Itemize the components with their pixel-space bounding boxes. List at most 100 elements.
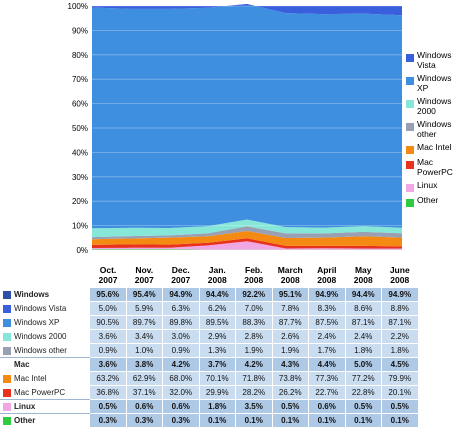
table-cell: 0.5% <box>381 399 419 414</box>
table-cell: 0.3% <box>126 413 163 428</box>
table-cell: 89.8% <box>162 315 200 330</box>
x-tick-label: Dec. 2007 <box>171 265 191 285</box>
table-cell: 2.9% <box>199 329 236 344</box>
table-cell: 87.1% <box>381 315 419 330</box>
table-cell: 87.7% <box>272 315 309 330</box>
legend-swatch <box>406 161 414 169</box>
legend-item: Linux <box>406 180 460 192</box>
table-row: Windows other 0.9% 1.0% 0.9% 1.3% 1.9% 1.9% 1.7… <box>0 343 419 358</box>
legend-item: Windows other <box>406 119 460 139</box>
table-cell: 87.1% <box>345 315 382 330</box>
table-cell: 90.5% <box>90 315 127 330</box>
table-row: Windows XP 90.5% 89.7% 89.8% 89.5% 88.3% 87.7%… <box>0 315 419 330</box>
table-cell: 95.1% <box>272 288 309 302</box>
table-cell: 1.0% <box>126 343 163 358</box>
area-series-mac-powerpc <box>92 238 402 249</box>
table-row: Mac Intel 63.2% 62.9% 68.0% 70.1% 71.8% 73.8% 7… <box>0 371 419 386</box>
table-cell: 4.4% <box>308 357 346 372</box>
table-cell: 22.8% <box>345 385 382 400</box>
legend-item: Windows XP <box>406 73 460 93</box>
table-cell: 70.1% <box>199 371 236 386</box>
table-cell: 2.4% <box>308 329 346 344</box>
table-cell: 71.8% <box>235 371 273 386</box>
area-series-windows-2000 <box>92 219 402 238</box>
table-cell: 0.1% <box>199 413 236 428</box>
table-cell: 2.2% <box>381 329 419 344</box>
x-tick-label: Nov. 2007 <box>134 265 154 285</box>
row-label: Windows 2000 <box>0 329 90 344</box>
row-label: Other <box>0 413 90 428</box>
legend-label: Windows other <box>417 119 452 139</box>
table-cell: 63.2% <box>90 371 127 386</box>
data-table: Oct. 2007 Nov. 2007 Dec. 2007 Jan. 2008 Feb. 2008… <box>0 262 419 428</box>
row-swatch <box>3 388 11 397</box>
area-series-windows-other <box>92 226 402 240</box>
legend-label: Windows 2000 <box>417 96 452 116</box>
y-tick-label: 0% <box>76 246 88 255</box>
table-cell: 7.8% <box>272 301 309 316</box>
table-cell: 94.9% <box>381 288 419 302</box>
legend-label: Other <box>417 195 439 205</box>
y-tick-label: 40% <box>72 148 88 157</box>
table-row: Windows Vista 5.0% 5.9% 6.3% 6.2% 7.0% 7.8% 8.3… <box>0 301 419 316</box>
row-swatch <box>3 332 11 341</box>
stacked-area-chart: 0% 10% 20% 30% 40% 50% 60% 70% 80% 90% 100% Window… <box>68 2 460 255</box>
row-swatch <box>3 318 11 327</box>
legend-swatch <box>406 100 414 108</box>
table-cell: 5.9% <box>126 301 163 316</box>
table-cell: 20.1% <box>381 385 419 400</box>
legend-swatch <box>406 199 414 207</box>
row-swatch <box>3 346 11 355</box>
table-cell: 3.6% <box>90 329 127 344</box>
table-cell: 8.3% <box>308 301 346 316</box>
legend-item: Mac Intel <box>406 142 460 154</box>
table-row: Linux 0.5% 0.6% 0.6% 1.8% 3.5% 0.5% 0.6% 0.5% 0.5… <box>0 399 419 414</box>
table-cell: 3.8% <box>126 357 163 372</box>
table-cell: 3.5% <box>235 399 273 414</box>
table-row: Other 0.3% 0.3% 0.3% 0.1% 0.1% 0.1% 0.1% 0.1% 0.1… <box>0 413 419 428</box>
table-row: Mac 3.6% 3.8% 4.2% 3.7% 4.2% 4.3% 4.4% 5.0% 4.5% <box>0 357 419 372</box>
table-cell: 89.5% <box>199 315 236 330</box>
area-series-other <box>92 249 402 250</box>
table-header-row: Oct. 2007 Nov. 2007 Dec. 2007 Jan. 2008 Feb. 2008… <box>0 262 418 288</box>
table-cell: 0.9% <box>90 343 127 358</box>
x-tick-label: June 2008 <box>389 265 410 285</box>
x-tick-label: May 2008 <box>353 265 373 285</box>
table-cell: 6.2% <box>199 301 236 316</box>
table-cell: 1.8% <box>381 343 419 358</box>
legend-label: Mac Intel <box>417 142 452 152</box>
table-cell: 2.6% <box>272 329 309 344</box>
table-cell: 0.6% <box>162 399 200 414</box>
row-swatch <box>3 304 11 313</box>
table-cell: 0.3% <box>162 413 200 428</box>
y-tick-label: 80% <box>72 51 88 60</box>
table-row: Windows 2000 3.6% 3.4% 3.0% 2.9% 2.8% 2.6% 2.4%… <box>0 329 419 344</box>
legend-item: Other <box>406 195 460 207</box>
legend-swatch <box>406 123 414 131</box>
table-cell: 29.9% <box>199 385 236 400</box>
table-cell: 1.7% <box>308 343 346 358</box>
table-cell: 3.6% <box>90 357 127 372</box>
legend-swatch <box>406 146 414 154</box>
table-cell: 87.5% <box>308 315 346 330</box>
row-swatch <box>3 291 11 300</box>
table-cell: 89.7% <box>126 315 163 330</box>
y-tick-label: 90% <box>72 26 88 35</box>
table-cell: 7.0% <box>235 301 273 316</box>
table-cell: 6.3% <box>162 301 200 316</box>
y-tick-label: 70% <box>72 75 88 84</box>
y-tick-label: 50% <box>72 124 88 133</box>
x-tick-label: March 2008 <box>277 265 303 285</box>
table-cell: 94.4% <box>199 288 236 302</box>
table-cell: 32.0% <box>162 385 200 400</box>
area-series-windows-vista <box>92 4 402 16</box>
table-cell: 28.2% <box>235 385 273 400</box>
table-cell: 2.4% <box>345 329 382 344</box>
table-cell: 94.4% <box>345 288 382 302</box>
x-tick-label: Feb. 2008 <box>244 265 264 285</box>
table-cell: 36.8% <box>90 385 127 400</box>
table-cell: 0.1% <box>235 413 273 428</box>
table-cell: 94.9% <box>308 288 346 302</box>
table-cell: 0.1% <box>308 413 346 428</box>
area-series-mac-intel <box>92 231 402 247</box>
